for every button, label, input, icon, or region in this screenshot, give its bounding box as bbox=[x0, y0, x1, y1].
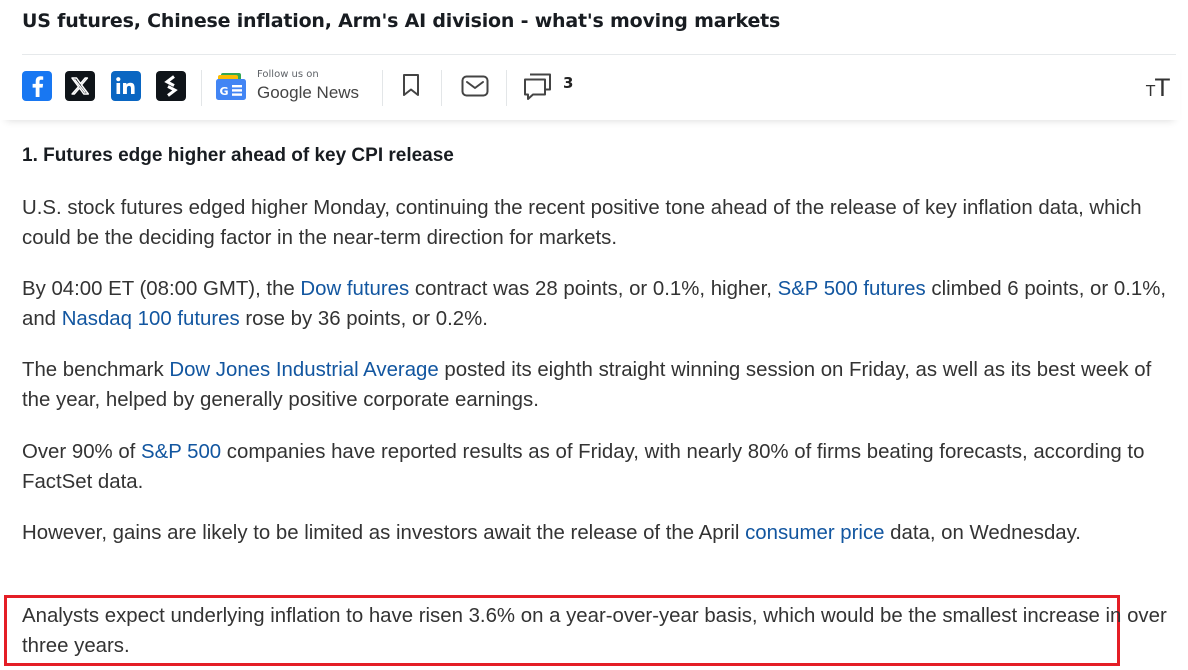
text-size-small-glyph: T bbox=[1146, 82, 1156, 100]
paragraph-text: The benchmark bbox=[22, 359, 170, 381]
google-news-icon: G bbox=[216, 73, 246, 100]
stocktwits-icon bbox=[164, 75, 178, 97]
stocktwits-share-button[interactable] bbox=[156, 71, 186, 101]
google-news-label: Google News bbox=[257, 83, 360, 102]
x-icon bbox=[71, 77, 90, 95]
article-paragraph: Over 90% of S&P 500 companies have repor… bbox=[22, 437, 1178, 497]
paragraph-text: companies have reported results as of Fr… bbox=[22, 441, 1145, 493]
dow-futures-link[interactable]: Dow futures bbox=[300, 278, 410, 300]
svg-text:G: G bbox=[220, 85, 229, 98]
share-toolbar: G Follow us on Google News 3 TT bbox=[0, 56, 1180, 120]
article-paragraph: However, gains are likely to be limited … bbox=[22, 518, 1178, 548]
google-news-follow-label: Follow us on bbox=[257, 69, 319, 80]
dow-jones-link[interactable]: Dow Jones Industrial Average bbox=[169, 359, 439, 381]
linkedin-icon bbox=[116, 77, 135, 94]
paragraph-text: contract was 28 points, or 0.1%, higher, bbox=[409, 278, 778, 300]
highlighted-paragraph: Analysts expect underlying inflation to … bbox=[22, 605, 1167, 657]
section-title: 1. Futures edge higher ahead of key CPI … bbox=[22, 145, 454, 166]
article-paragraph: The benchmark Dow Jones Industrial Avera… bbox=[22, 355, 1178, 415]
divider bbox=[22, 54, 1176, 55]
sp500-link[interactable]: S&P 500 bbox=[141, 441, 222, 463]
linkedin-share-button[interactable] bbox=[111, 71, 141, 101]
paragraph-text: posted its eighth straight winning sessi… bbox=[22, 359, 1152, 411]
divider bbox=[201, 70, 202, 106]
paragraph-text: However, gains are likely to be limited … bbox=[22, 522, 746, 544]
article-paragraph: U.S. stock futures edged higher Monday, … bbox=[22, 197, 1142, 249]
paragraph-text: climbed 6 points, or 0.1%, and bbox=[22, 278, 1166, 330]
bookmark-icon[interactable] bbox=[401, 73, 421, 97]
facebook-share-button[interactable] bbox=[22, 71, 52, 101]
article-paragraph: By 04:00 ET (08:00 GMT), the Dow futures… bbox=[22, 274, 1178, 334]
divider bbox=[382, 70, 383, 106]
article-headline: US futures, Chinese inflation, Arm's AI … bbox=[22, 10, 781, 32]
paragraph-text: rose by 36 points, or 0.2%. bbox=[239, 308, 488, 330]
facebook-icon bbox=[32, 76, 44, 97]
paragraph-text: data, on Wednesday. bbox=[884, 522, 1081, 544]
comments-icon[interactable] bbox=[523, 73, 553, 101]
divider bbox=[441, 70, 442, 106]
divider bbox=[506, 70, 507, 106]
comment-count: 3 bbox=[563, 74, 574, 92]
consumer-price-link[interactable]: consumer price bbox=[745, 522, 885, 544]
nasdaq100-futures-link[interactable]: Nasdaq 100 futures bbox=[61, 308, 240, 330]
highlight-box bbox=[4, 595, 1120, 666]
text-size-large-glyph: T bbox=[1155, 74, 1170, 102]
email-icon[interactable] bbox=[461, 75, 489, 97]
text-size-icon[interactable]: TT bbox=[1146, 74, 1170, 102]
sp500-futures-link[interactable]: S&P 500 futures bbox=[777, 278, 926, 300]
x-share-button[interactable] bbox=[65, 71, 95, 101]
paragraph-text: By 04:00 ET (08:00 GMT), the bbox=[22, 278, 301, 300]
paragraph-text: Over 90% of bbox=[22, 441, 141, 463]
